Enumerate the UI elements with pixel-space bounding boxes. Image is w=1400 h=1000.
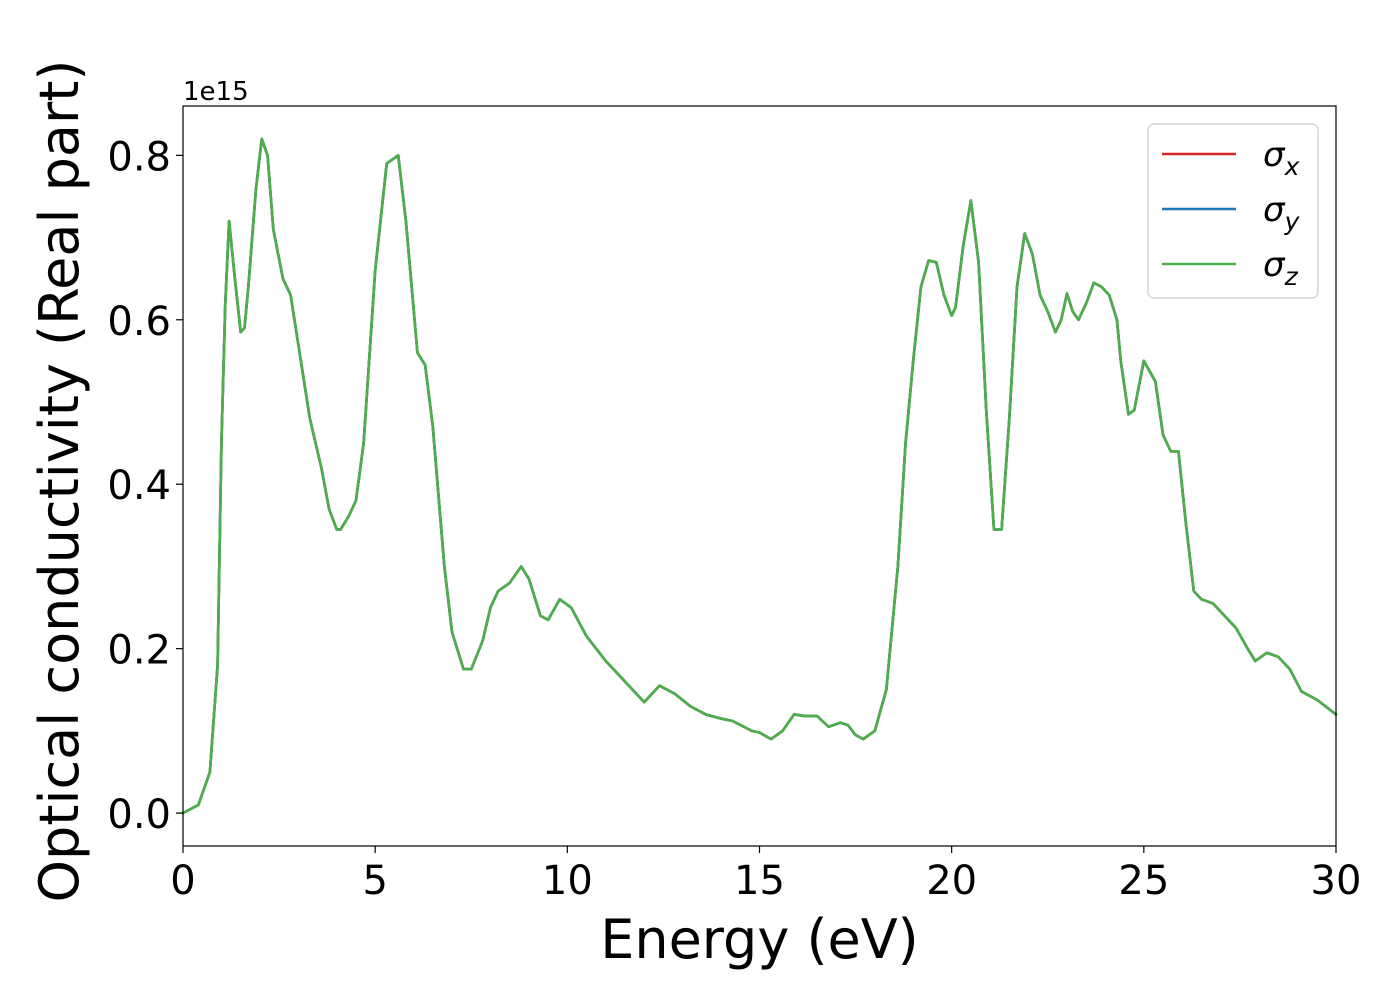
x-tick-label: 30 <box>1311 858 1362 904</box>
legend-subscript: y <box>1284 207 1301 236</box>
legend-subscript: z <box>1284 262 1299 291</box>
y-tick-label: 0.4 <box>107 463 171 509</box>
x-tick-label: 0 <box>170 858 195 904</box>
x-axis: 0 5 10 15 20 25 30 <box>170 846 1361 904</box>
y-tick-label: 0.2 <box>107 628 171 674</box>
series-line-σz <box>181 137 1338 815</box>
legend-symbol: σ <box>1263 135 1286 175</box>
x-axis-title: Energy (eV) <box>600 908 919 971</box>
x-tick-label: 25 <box>1118 858 1169 904</box>
series-layer <box>181 137 1338 815</box>
y-axis-title: Optical conductivity (Real part) <box>28 60 91 903</box>
x-tick-label: 5 <box>362 858 387 904</box>
legend-symbol: σ <box>1263 190 1286 230</box>
y-tick-label: 0.0 <box>107 792 171 838</box>
legend-box <box>1147 123 1319 299</box>
y-tick-label: 0.6 <box>107 299 171 345</box>
x-tick-label: 15 <box>734 858 785 904</box>
x-tick-label: 10 <box>542 858 593 904</box>
y-axis: 0.0 0.2 0.4 0.6 0.8 <box>107 134 183 838</box>
legend-symbol: σ <box>1263 245 1286 285</box>
legend-label: σx <box>1263 135 1300 181</box>
x-tick-label: 20 <box>926 858 977 904</box>
legend-label: σy <box>1263 190 1301 236</box>
legend-label: σz <box>1263 245 1299 291</box>
legend-subscript: x <box>1284 152 1300 181</box>
y-offset-label: 1e15 <box>183 77 249 107</box>
y-tick-label: 0.8 <box>107 134 171 180</box>
